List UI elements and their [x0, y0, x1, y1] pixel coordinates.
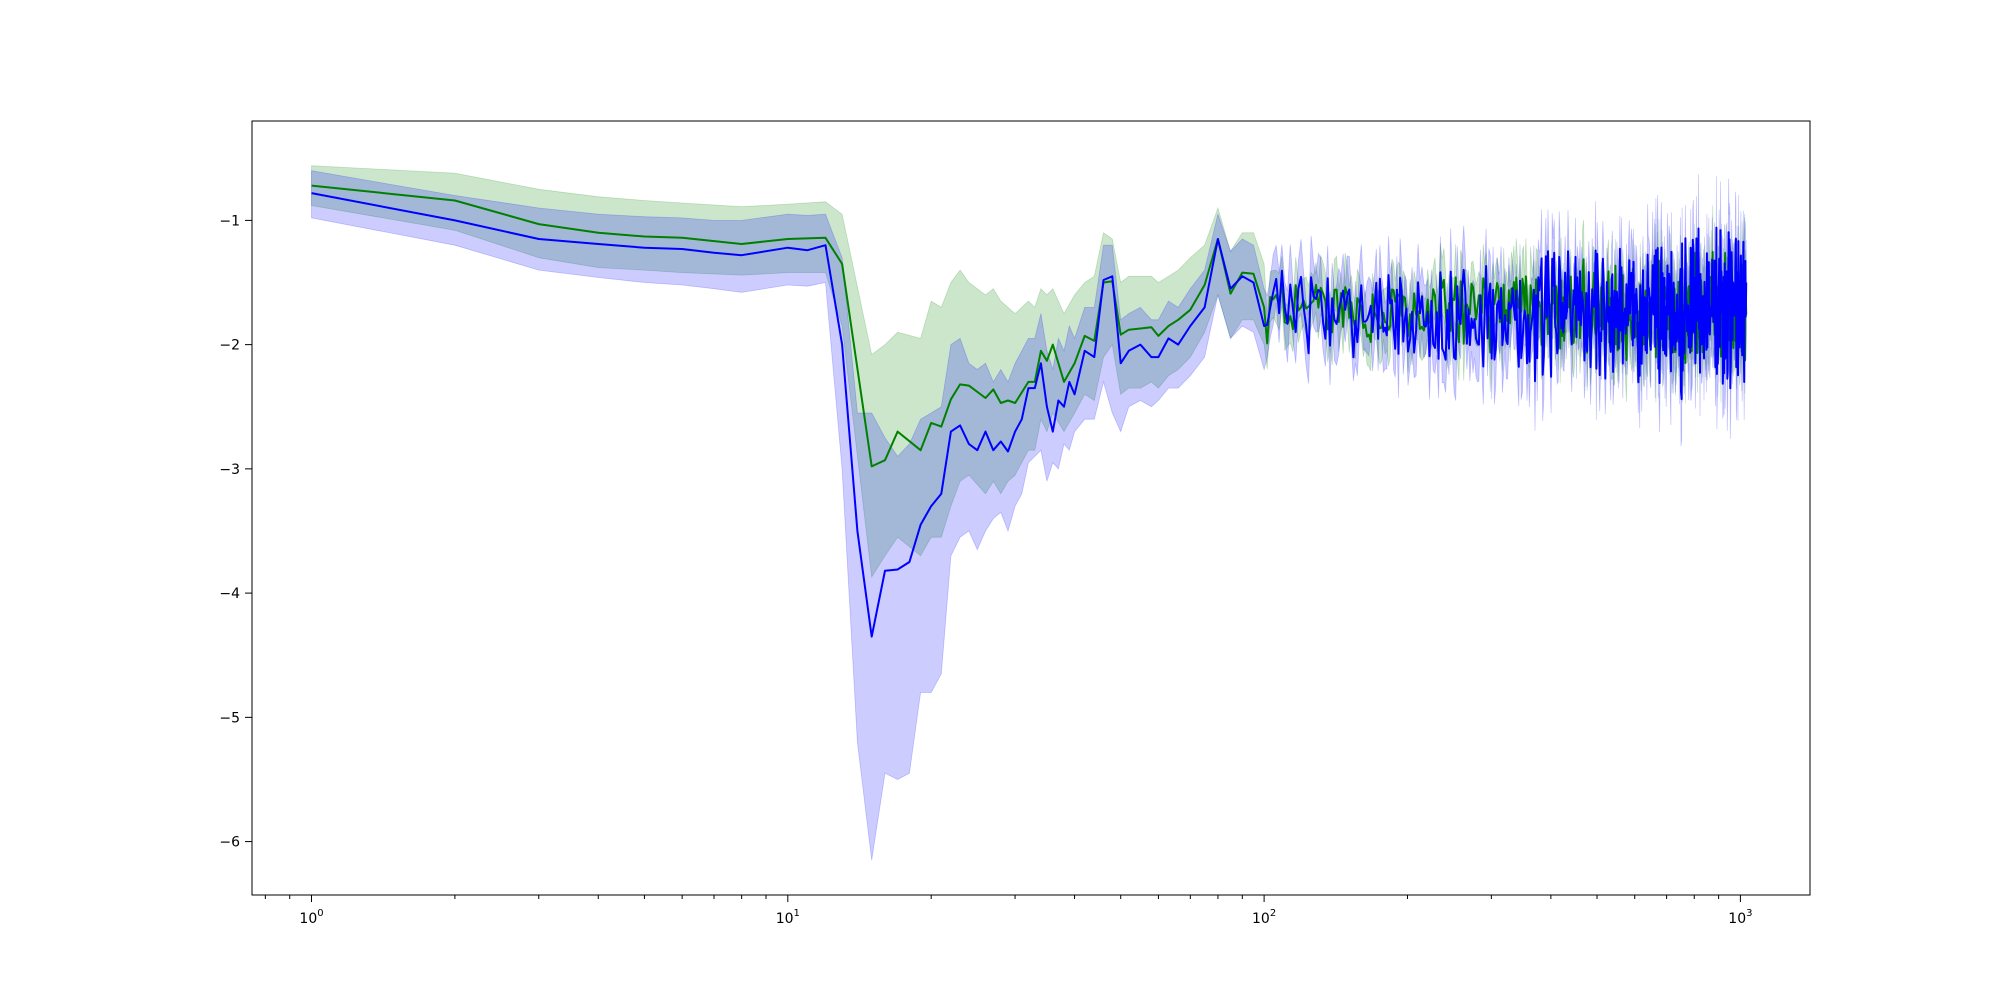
x-tick-label: 103: [1728, 908, 1752, 927]
x-axis: 100 101 102 103: [264, 895, 1753, 927]
y-tick-label: −1: [219, 213, 240, 229]
y-tick-label: −2: [219, 338, 240, 354]
x-tick-label: 100: [299, 908, 323, 927]
y-tick-label: −6: [219, 835, 240, 851]
series-2-band: [311, 170, 1747, 861]
y-tick-label: −4: [219, 586, 240, 602]
series-2-line: [311, 192, 1748, 638]
plot-area: [311, 165, 1748, 861]
y-tick-label: −3: [219, 462, 240, 478]
x-tick-label: 102: [1252, 908, 1276, 927]
axes-frame: [251, 120, 1811, 896]
y-tick-label: −5: [219, 710, 240, 726]
x-tick-label: 101: [776, 908, 800, 927]
y-axis: −1 −2 −3 −4 −5 −6: [219, 213, 252, 851]
